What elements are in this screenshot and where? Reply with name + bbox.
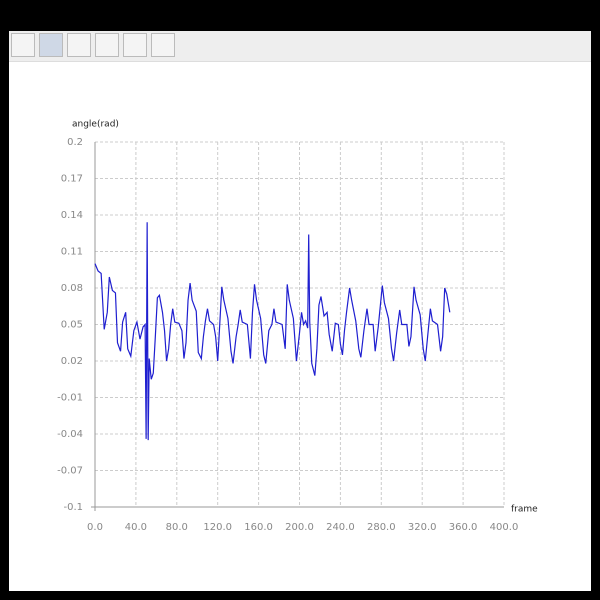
y-tick-label: 0.2 — [67, 137, 83, 148]
y-tick-label: -0.04 — [57, 429, 83, 440]
x-tick-label: 280.0 — [367, 522, 396, 533]
y-axis-label: angle(rad) — [72, 120, 119, 130]
crosshair-button[interactable] — [95, 33, 119, 57]
x-tick-label: 200.0 — [285, 522, 314, 533]
y-tick-label: -0.1 — [63, 502, 83, 513]
x-tick-label: 160.0 — [244, 522, 273, 533]
x-tick-label: 0.0 — [87, 522, 103, 533]
toolbar — [9, 31, 591, 62]
y-tick-label: -0.07 — [57, 466, 83, 477]
x-tick-label: 240.0 — [326, 522, 355, 533]
y-tick-label: 0.17 — [61, 174, 83, 185]
zoom-button[interactable] — [39, 33, 63, 57]
y-tick-label: 0.02 — [61, 356, 83, 367]
pan-button[interactable] — [67, 33, 91, 57]
x-axis-label: frame — [511, 505, 538, 515]
zoom-fit-button[interactable] — [11, 33, 35, 57]
export-button[interactable] — [123, 33, 147, 57]
x-tick-label: 320.0 — [408, 522, 437, 533]
x-tick-label: 360.0 — [449, 522, 478, 533]
x-tick-label: 400.0 — [490, 522, 519, 533]
y-tick-label: -0.01 — [57, 393, 83, 404]
x-tick-label: 40.0 — [125, 522, 147, 533]
y-tick-label: 0.11 — [61, 247, 83, 258]
y-tick-label: 0.05 — [61, 320, 83, 331]
table-button[interactable] — [151, 33, 175, 57]
y-tick-label: 0.14 — [61, 210, 83, 221]
y-tick-label: 0.08 — [61, 283, 83, 294]
data-line — [94, 222, 451, 441]
x-tick-label: 80.0 — [166, 522, 188, 533]
x-tick-label: 120.0 — [203, 522, 232, 533]
